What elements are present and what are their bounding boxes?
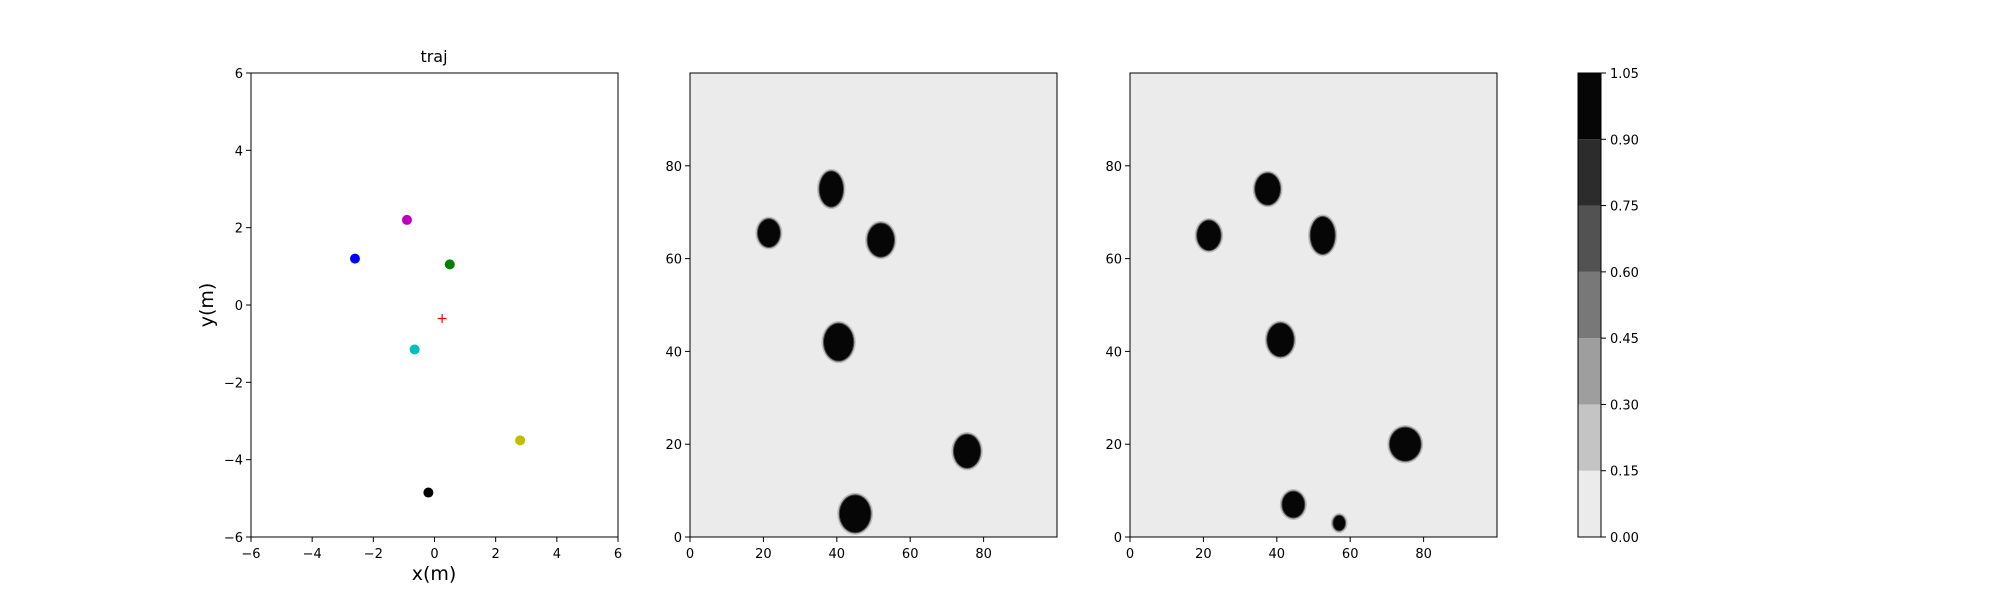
traj-x-tick-label: −2	[364, 547, 383, 562]
heatmap-2-blobs	[1194, 170, 1424, 534]
traj-y-ticks: −6 −4 −2 0 2 4 6	[224, 67, 251, 546]
heatmap-1-blob-3	[823, 323, 854, 361]
traj-y-tick-label: −4	[224, 454, 243, 469]
colorbar-tick-label: 0.60	[1610, 266, 1639, 281]
traj-x-ticks: −6 −4 −2 0 2 4 6	[241, 537, 622, 562]
traj-xlabel: x(m)	[412, 563, 457, 585]
heatmap-2-x-tick-label: 0	[1126, 547, 1134, 562]
heatmap-1-y-tick-label: 20	[665, 438, 682, 453]
heatmap-1-y-ticks: 0 20 40 60 80	[665, 160, 690, 546]
heatmap-panel-2: 0 20 40 60 80 0 20 40 60 80	[1105, 72, 1498, 562]
colorbar-tick-label: 0.75	[1610, 200, 1639, 215]
traj-y-tick-label: 2	[235, 222, 243, 237]
heatmap-1-y-tick-label: 80	[665, 160, 682, 175]
traj-axes-frame	[250, 72, 619, 538]
heatmap-2-x-tick-label: 20	[1195, 547, 1212, 562]
heatmap-1-y-tick-label: 40	[665, 345, 682, 360]
colorbar-band-3	[1578, 271, 1601, 339]
traj-y-tick-label: −6	[224, 531, 243, 546]
heatmap-2-y-tick-label: 80	[1105, 160, 1122, 175]
heatmap-2-blob-6	[1333, 515, 1346, 531]
heatmap-1-x-tick-label: 40	[829, 547, 846, 562]
traj-x-tick-label: 6	[614, 547, 622, 562]
traj-x-tick-label: −4	[303, 547, 322, 562]
traj-x-tick-label: 4	[553, 547, 561, 562]
heatmap-2-x-tick-label: 40	[1269, 547, 1286, 562]
traj-ylabel: y(m)	[196, 283, 218, 328]
traj-point-1	[349, 253, 360, 264]
colorbar-bands	[1578, 73, 1601, 537]
colorbar-tick-label: 0.45	[1610, 332, 1639, 347]
traj-y-tick-label: 4	[235, 144, 243, 159]
heatmap-2-blob-5	[1282, 491, 1305, 518]
colorbar-band-0	[1578, 470, 1601, 537]
colorbar-tick-label: 0.30	[1610, 398, 1639, 413]
heatmap-2-x-tick-label: 60	[1342, 547, 1359, 562]
heatmap-2-y-tick-label: 20	[1105, 438, 1122, 453]
traj-y-tick-label: −2	[224, 376, 243, 391]
heatmap-1-x-tick-label: 0	[686, 547, 694, 562]
heatmap-2-y-tick-label: 0	[1114, 531, 1122, 546]
heatmap-2-blob-3	[1267, 323, 1294, 357]
traj-point-2	[444, 259, 455, 270]
heatmap-1-x-tick-label: 20	[755, 547, 772, 562]
traj-point-0	[401, 214, 412, 225]
colorbar-ticks: 0.00 0.15 0.30 0.45 0.60 0.75 0.90 1.05	[1601, 67, 1639, 546]
colorbar-band-2	[1578, 338, 1601, 405]
heatmap-2-blob-1	[1197, 220, 1221, 251]
heatmap-1-y-tick-label: 60	[665, 253, 682, 268]
heatmap-2-blob-0	[1255, 173, 1281, 205]
traj-x-tick-label: 0	[430, 547, 438, 562]
heatmap-2-frame	[1129, 72, 1498, 538]
traj-x-tick-label: −6	[241, 547, 260, 562]
heatmap-1-x-tick-label: 80	[975, 547, 992, 562]
heatmap-1-blobs	[755, 168, 983, 535]
heatmap-2-background	[1130, 73, 1497, 537]
heatmap-2-y-ticks: 0 20 40 60 80	[1105, 160, 1130, 546]
colorbar-band-6	[1578, 73, 1601, 140]
heatmap-1-y-tick-label: 0	[674, 531, 682, 546]
heatmap-1-x-ticks: 0 20 40 60 80	[686, 537, 992, 562]
traj-point-3	[409, 344, 420, 355]
colorbar-tick-label: 1.05	[1610, 67, 1639, 82]
heatmap-1-blob-4	[953, 434, 981, 468]
colorbar-band-1	[1578, 404, 1601, 471]
colorbar: 0.00 0.15 0.30 0.45 0.60 0.75 0.90 1.05	[1577, 67, 1639, 546]
heatmap-1-x-tick-label: 60	[902, 547, 919, 562]
heatmap-panel-1: 0 20 40 60 80 0 20 40 60 80	[665, 72, 1058, 562]
heatmap-2-x-ticks: 0 20 40 60 80	[1126, 537, 1432, 562]
traj-y-tick-label: 0	[235, 299, 243, 314]
heatmap-1-blob-5	[839, 495, 871, 533]
heatmap-1-frame	[689, 72, 1058, 538]
colorbar-tick-label: 0.90	[1610, 133, 1639, 148]
traj-point-4	[515, 435, 526, 446]
colorbar-band-5	[1578, 139, 1601, 206]
colorbar-tick-label: 0.15	[1610, 465, 1639, 480]
traj-points	[349, 214, 526, 498]
traj-point-5	[423, 487, 434, 498]
heatmap-2-y-tick-label: 60	[1105, 253, 1122, 268]
colorbar-frame	[1577, 72, 1602, 538]
traj-y-tick-label: 6	[235, 67, 243, 82]
traj-x-tick-label: 2	[492, 547, 500, 562]
traj-title: traj	[420, 47, 447, 66]
colorbar-tick-label: 0.00	[1610, 531, 1639, 546]
colorbar-band-4	[1578, 205, 1601, 272]
heatmap-2-y-tick-label: 40	[1105, 345, 1122, 360]
heatmap-2-blob-2	[1310, 216, 1335, 254]
heatmap-1-blob-1	[757, 219, 780, 247]
traj-panel: traj −6 −4 −2 0 2 4 6 −6 −4 −2 0 2 4 6 x(m) y(m)	[196, 47, 622, 585]
heatmap-1-blob-2	[867, 223, 895, 257]
heatmap-2-blob-4	[1389, 427, 1421, 461]
heatmap-1-background	[690, 73, 1057, 537]
heatmap-1-blob-0	[819, 171, 844, 207]
heatmap-2-x-tick-label: 80	[1415, 547, 1432, 562]
